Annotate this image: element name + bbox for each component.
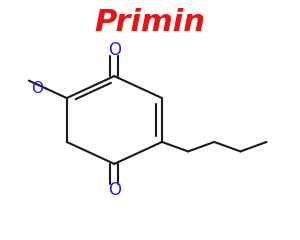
Text: Primin: Primin [94, 8, 206, 37]
Text: O: O [31, 81, 43, 96]
Text: O: O [108, 41, 121, 59]
Text: O: O [108, 181, 121, 199]
